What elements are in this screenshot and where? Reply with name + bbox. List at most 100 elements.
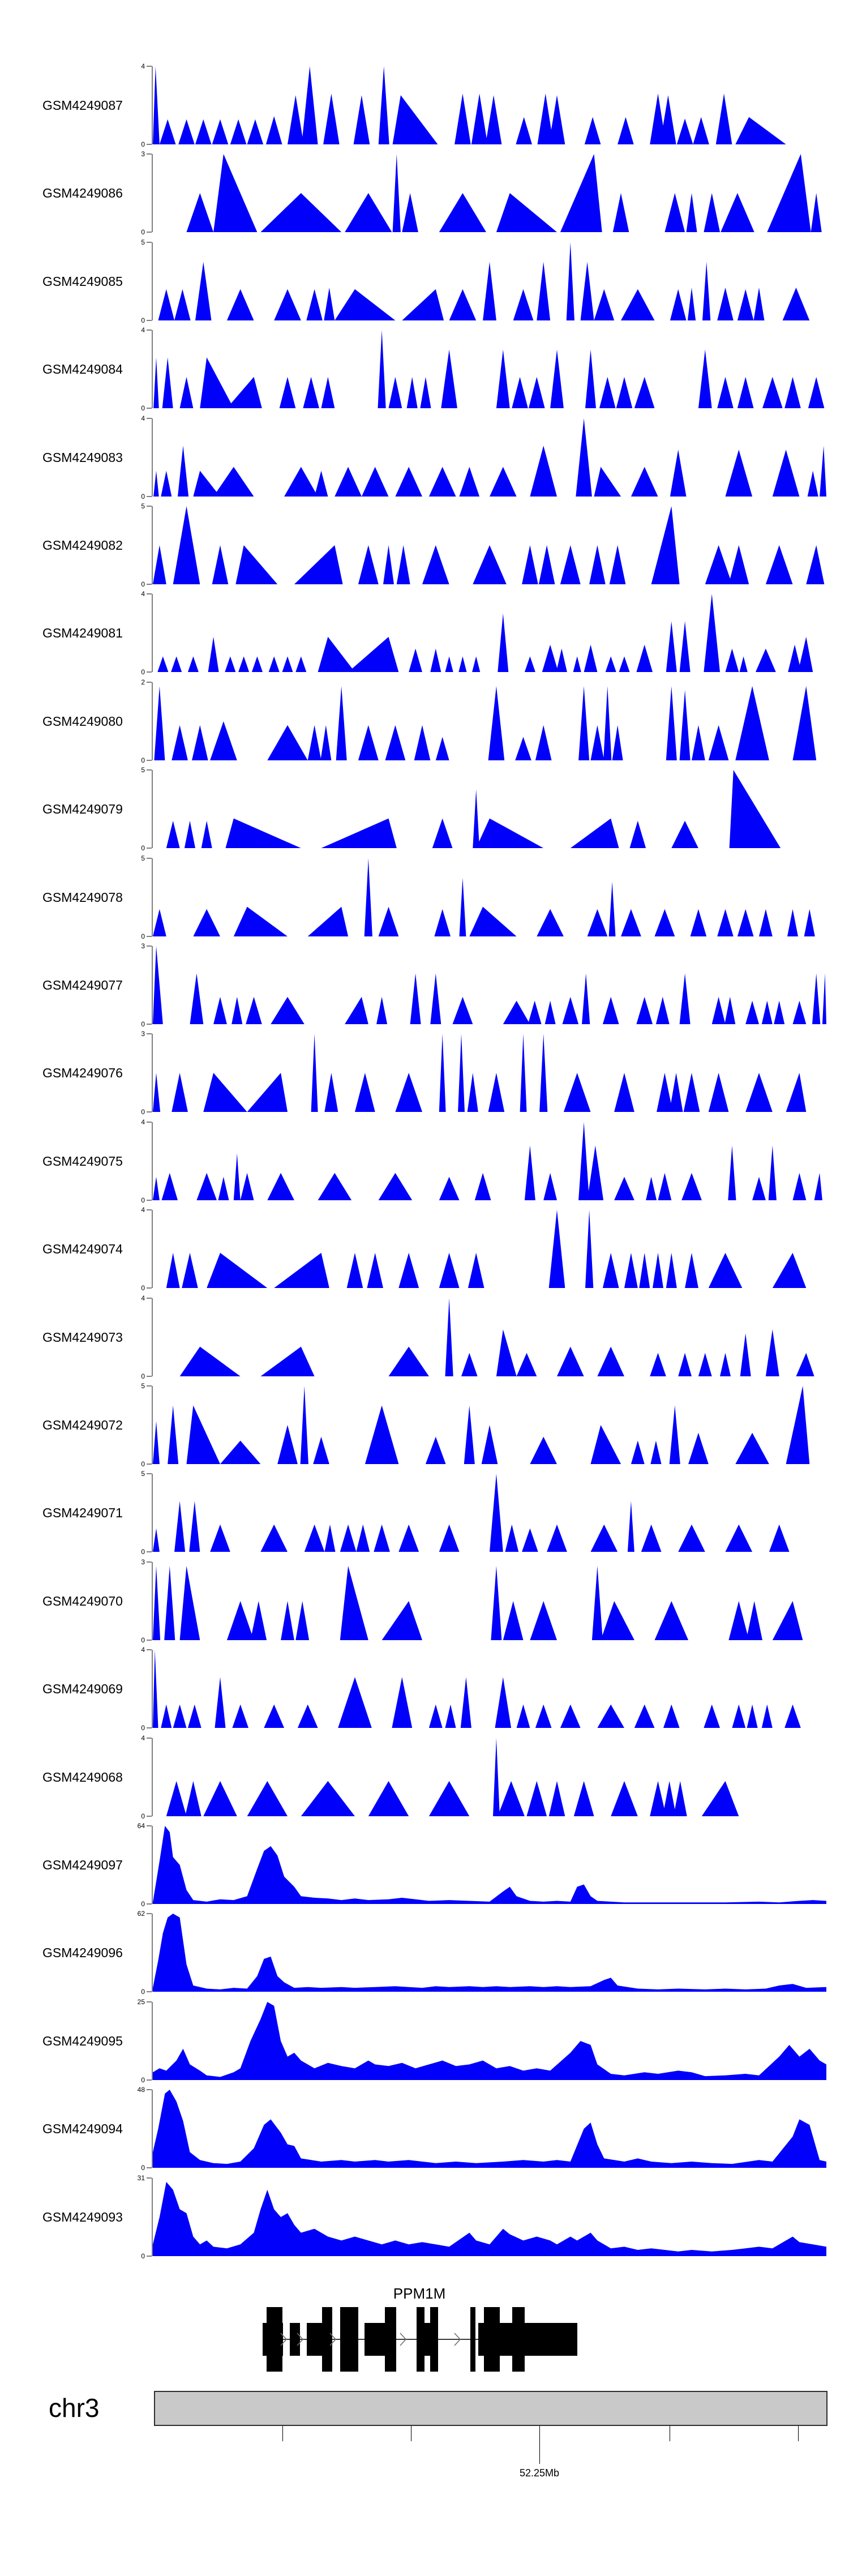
track-y-axis	[152, 1826, 153, 1904]
y-zero-label: 0	[141, 1020, 145, 1028]
y-axis-zero-tick	[147, 2079, 152, 2081]
y-axis-max-tick	[147, 66, 152, 67]
track-label: GSM4249084	[42, 362, 123, 376]
track-label: GSM4249081	[42, 626, 123, 640]
track-signal-area	[153, 418, 826, 497]
track-y-axis	[152, 154, 153, 232]
y-axis-zero-tick	[147, 1640, 152, 1641]
y-zero-label: 0	[141, 2164, 145, 2172]
y-axis-zero-tick	[147, 671, 152, 673]
y-axis-max-tick	[147, 1738, 152, 1739]
y-axis-max-tick	[147, 1209, 152, 1210]
y-max-label: 62	[137, 1910, 145, 1918]
track-signal-area	[166, 1738, 739, 1816]
y-zero-label: 0	[141, 1548, 145, 1556]
y-axis-max-tick	[147, 1825, 152, 1826]
y-axis-max-tick	[147, 945, 152, 947]
y-max-label: 4	[141, 1118, 145, 1126]
y-zero-label: 0	[141, 668, 145, 676]
y-max-label: 4	[141, 1734, 145, 1742]
gene-exon	[430, 2307, 438, 2372]
y-max-label: 3	[141, 1030, 145, 1038]
signal-polygon	[153, 2181, 826, 2256]
y-axis-zero-tick	[147, 1727, 152, 1728]
y-max-label: 4	[141, 414, 145, 422]
track-y-axis	[152, 1562, 153, 1640]
signal-polygon	[153, 1914, 826, 1992]
y-axis-zero-tick	[147, 232, 152, 233]
y-axis-max-tick	[147, 1473, 152, 1474]
track-y-axis	[152, 418, 153, 497]
track-label: GSM4249069	[42, 1681, 123, 1696]
signal-polygon	[153, 946, 826, 1024]
y-axis-zero-tick	[147, 408, 152, 409]
track-y-axis	[152, 2178, 153, 2256]
y-max-label: 25	[137, 1998, 145, 2006]
y-axis-zero-tick	[147, 1551, 152, 1552]
track-y-axis	[152, 682, 153, 760]
signal-polygon	[158, 242, 810, 320]
track-y-axis	[152, 2090, 153, 2168]
y-axis-max-tick	[147, 858, 152, 859]
track-label: GSM4249068	[42, 1770, 123, 1785]
track-signal-area	[153, 1826, 826, 1904]
y-zero-label: 0	[141, 1372, 145, 1380]
track-y-axis	[152, 1122, 153, 1200]
gene-exon	[385, 2307, 396, 2372]
track-y-axis	[152, 1650, 153, 1728]
y-axis-max-tick	[147, 2001, 152, 2002]
track-signal-area	[153, 66, 786, 144]
track-signal-area	[153, 1474, 790, 1552]
signal-polygon	[154, 686, 817, 760]
track-signal-area	[157, 594, 813, 672]
y-zero-label: 0	[141, 932, 145, 940]
y-axis-zero-tick	[147, 320, 152, 321]
gene-exon	[290, 2323, 300, 2356]
track-y-axis	[152, 770, 153, 848]
chromosome-label: chr3	[49, 2393, 100, 2423]
track-signal-area	[153, 1565, 803, 1640]
track-y-axis	[152, 946, 153, 1024]
track-label: GSM4249079	[42, 802, 123, 816]
track-label: GSM4249094	[42, 2121, 123, 2136]
track-y-axis	[152, 66, 153, 144]
gene-name-label: PPM1M	[393, 2285, 446, 2302]
y-max-label: 4	[141, 1646, 145, 1654]
track-signal-area	[153, 946, 826, 1024]
signal-polygon	[166, 1738, 739, 1816]
y-zero-label: 0	[141, 140, 145, 148]
signal-polygon	[153, 506, 825, 584]
signal-polygon	[166, 770, 781, 848]
track-label: GSM4249073	[42, 1330, 123, 1345]
signal-polygon	[153, 1565, 803, 1640]
y-max-label: 4	[141, 590, 145, 598]
track-signal-area	[153, 2090, 826, 2168]
track-label: GSM4249078	[42, 890, 123, 905]
track-y-axis	[152, 1914, 153, 1992]
y-zero-label: 0	[141, 844, 145, 852]
signal-polygon	[153, 66, 786, 144]
gene-exon	[500, 2323, 512, 2356]
y-max-label: 3	[141, 942, 145, 950]
signal-polygon	[153, 1474, 790, 1552]
y-axis-zero-tick	[147, 1816, 152, 1817]
y-zero-label: 0	[141, 2252, 145, 2260]
strand-arrow-icon	[297, 2333, 304, 2346]
signal-polygon	[153, 1650, 801, 1728]
y-axis-zero-tick	[147, 144, 152, 145]
y-axis-max-tick	[147, 593, 152, 594]
gene-exon	[340, 2307, 358, 2372]
signal-polygon	[179, 1298, 814, 1376]
y-max-label: 5	[141, 1470, 145, 1478]
y-zero-label: 0	[141, 2076, 145, 2084]
track-y-axis	[152, 1210, 153, 1288]
gene-exon	[478, 2323, 484, 2356]
track-y-axis	[152, 242, 153, 320]
track-y-axis	[152, 330, 153, 408]
y-max-label: 31	[137, 2174, 145, 2182]
track-y-axis	[152, 1034, 153, 1112]
y-zero-label: 0	[141, 1196, 145, 1204]
y-axis-zero-tick	[147, 1111, 152, 1112]
y-max-label: 64	[137, 1822, 145, 1830]
gene-exon	[470, 2307, 475, 2372]
